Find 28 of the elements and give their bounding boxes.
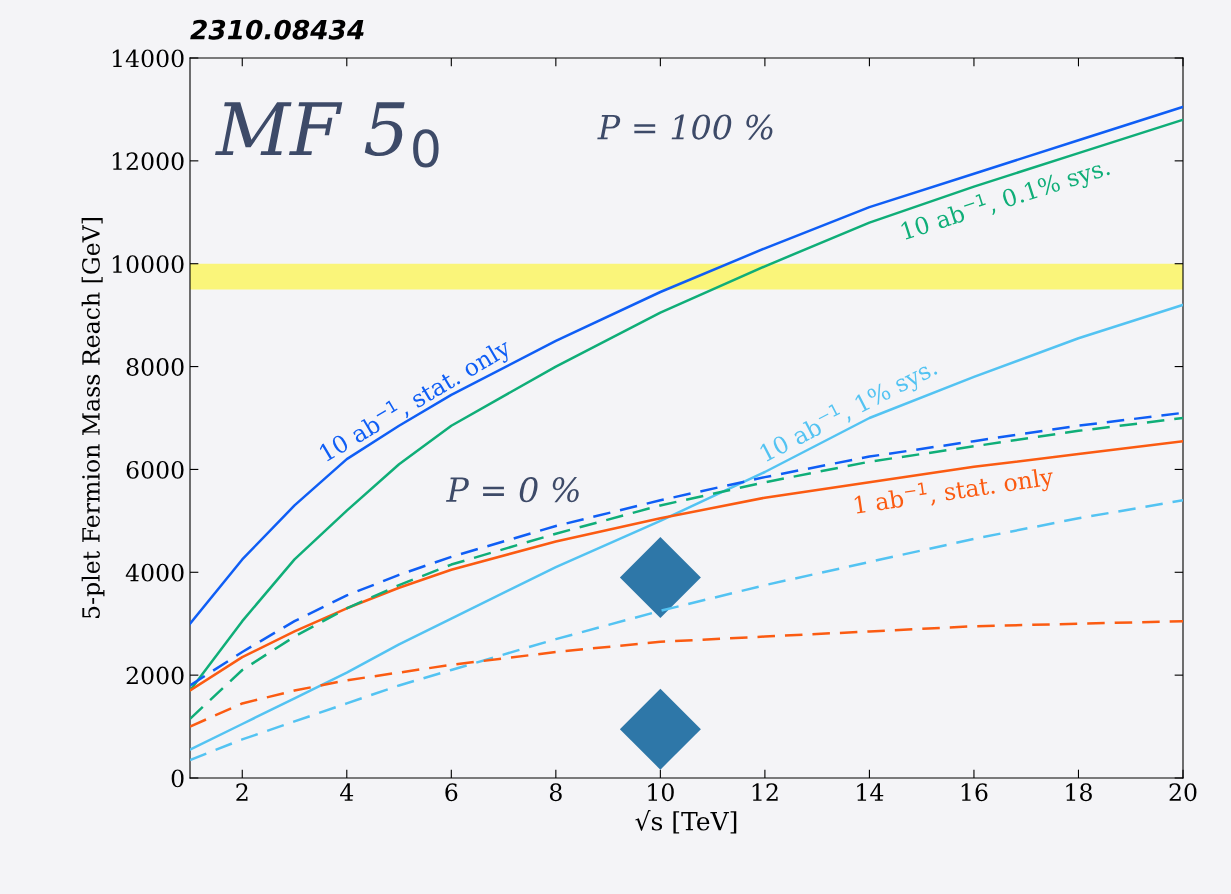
- x-tick-label: 6: [445, 783, 458, 802]
- y-axis-title: 5-plet Fermion Mass Reach [GeV]: [81, 218, 105, 618]
- y-tick-label: 0: [171, 769, 184, 788]
- x-tick-label: 14: [857, 783, 884, 801]
- y-tick-label: 12000: [112, 152, 184, 171]
- y-tick-label: 8000: [126, 358, 184, 376]
- text: 10 ab$^{−1}$, 0.1% sys.: [899, 154, 1112, 245]
- x-axis-title: √s [TeV]: [635, 809, 737, 834]
- annotation: P = 0 %: [446, 477, 579, 503]
- x-tick-label: 12: [752, 783, 778, 801]
- x-tick-label: 18: [1066, 783, 1092, 802]
- x-tick-label: 8: [549, 783, 562, 802]
- x-tick-label: 10: [648, 783, 674, 802]
- y-tick-label: 14000: [112, 49, 184, 68]
- y-tick-label: 6000: [126, 460, 184, 479]
- annotation: P = 100 %: [597, 114, 773, 140]
- x-tick-label: 4: [340, 783, 354, 801]
- x-tick-label: 20: [1169, 783, 1197, 802]
- y-tick-label: 4000: [125, 563, 184, 582]
- line-series: [190, 619, 1183, 728]
- y-tick-label: 2000: [126, 666, 184, 685]
- text: 10 ab$^{−1}$, stat. only: [316, 334, 515, 467]
- line-series: [190, 303, 1183, 751]
- annotation: MF 5$_{0}$: [215, 102, 439, 168]
- x-tick-label: 2: [236, 783, 248, 801]
- chart-title: 2310.08434: [190, 19, 364, 40]
- x-tick-label: 16: [961, 783, 988, 802]
- y-tick-label: 10000: [112, 255, 184, 274]
